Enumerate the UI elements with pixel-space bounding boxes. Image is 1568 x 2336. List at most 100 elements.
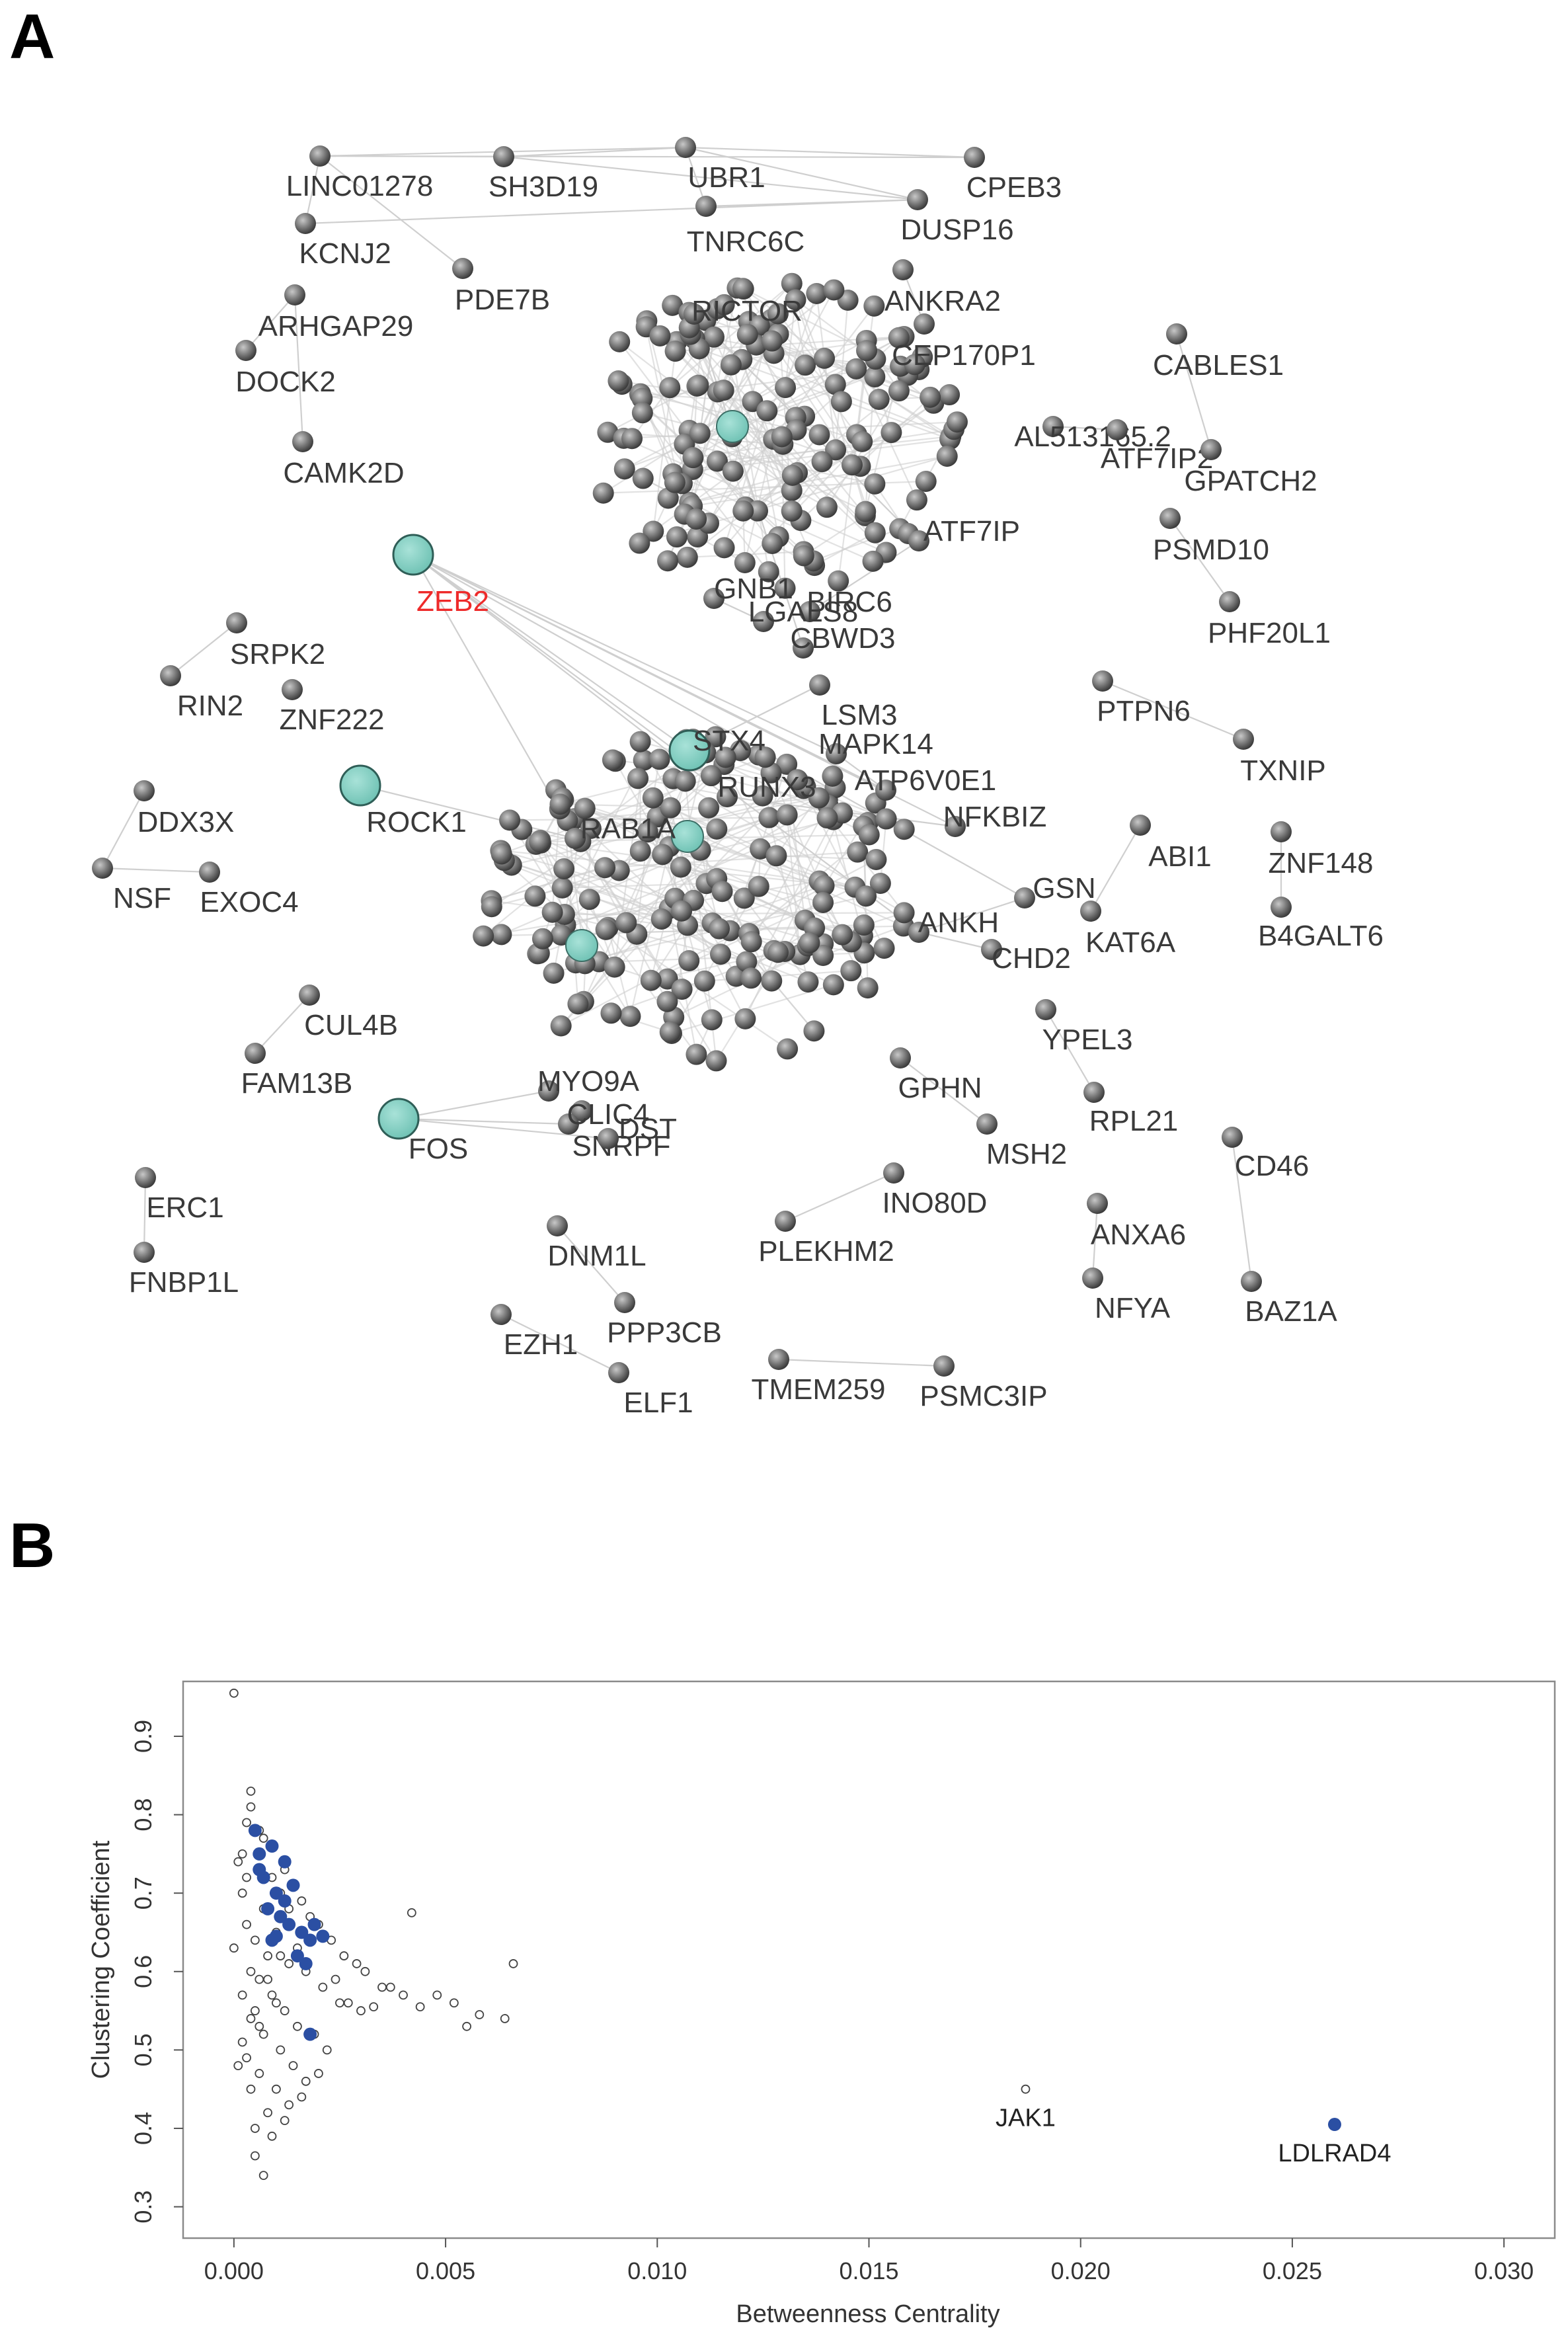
cluster-node-lower bbox=[567, 993, 589, 1015]
cluster-node-lower bbox=[711, 881, 733, 903]
cluster-node-lower bbox=[659, 1021, 681, 1043]
cluster-node-upper bbox=[706, 450, 728, 472]
node-rpl21: RPL21 bbox=[1083, 1082, 1178, 1137]
cluster-node-lower bbox=[531, 928, 553, 949]
node-label: ATP6V0E1 bbox=[855, 764, 996, 797]
cluster-node-lower bbox=[481, 896, 502, 918]
node-label: RICTOR bbox=[691, 295, 803, 327]
scatter-point bbox=[407, 1908, 416, 1917]
node-label: B4GALT6 bbox=[1258, 920, 1384, 952]
cluster-node-upper bbox=[666, 526, 687, 548]
node-gphn: GPHN bbox=[890, 1047, 982, 1104]
scatter-point-highlighted bbox=[278, 1894, 292, 1908]
cluster-node-upper bbox=[774, 577, 796, 599]
scatter-point bbox=[297, 1896, 307, 1906]
node-marker bbox=[1130, 815, 1151, 836]
scatter-point bbox=[263, 1974, 272, 1984]
scatter-point bbox=[360, 1966, 370, 1976]
cluster-node-upper bbox=[767, 303, 789, 325]
cluster-node-upper bbox=[841, 454, 863, 476]
node-cep170p1: CEP170P1 bbox=[892, 313, 1036, 372]
scatter-point bbox=[314, 2069, 323, 2078]
cluster-node-upper bbox=[864, 366, 886, 387]
cluster-node-upper bbox=[732, 500, 754, 522]
node-ptpn6: PTPN6 bbox=[1092, 670, 1191, 727]
scatter-point bbox=[263, 2108, 272, 2118]
cluster-node-upper bbox=[631, 402, 653, 424]
cluster-node-upper bbox=[793, 545, 814, 567]
node-lsm3: LSM3 bbox=[809, 674, 897, 731]
node-arhgap29: ARHGAP29 bbox=[258, 284, 413, 342]
node-marker bbox=[717, 786, 738, 807]
scatter-point bbox=[276, 1951, 286, 1960]
node-marker bbox=[890, 1047, 911, 1068]
node-marker bbox=[282, 679, 303, 700]
node-rab1a: RAB1A bbox=[565, 813, 676, 849]
network-graph: LINC01278 SH3D19 UBR1 CPEB3 DUSP16 TNRC6C KCNJ… bbox=[92, 137, 1384, 1419]
scatter-point bbox=[258, 2171, 268, 2181]
node-label: CPEB3 bbox=[966, 171, 1062, 204]
node-marker bbox=[135, 1167, 156, 1188]
edge-zeb2-gsn bbox=[412, 554, 1025, 899]
node-marker bbox=[775, 1211, 796, 1232]
node-marker-hub bbox=[668, 729, 711, 772]
cluster-node-lower bbox=[543, 962, 565, 984]
cluster-edge bbox=[672, 473, 873, 562]
cluster-node-lower bbox=[627, 768, 649, 789]
y-tick-label: 0.4 bbox=[130, 2112, 157, 2145]
cluster-node-lower bbox=[633, 749, 654, 771]
cluster-node-lower bbox=[865, 848, 887, 870]
cluster-node-upper bbox=[659, 377, 681, 399]
node-label: ELF1 bbox=[623, 1387, 693, 1419]
edge-rock1-rab1a bbox=[360, 784, 576, 840]
cluster-node-upper bbox=[687, 374, 709, 396]
node-marker bbox=[235, 340, 256, 361]
node-gpatch2: GPATCH2 bbox=[1184, 439, 1317, 497]
node-label: CD46 bbox=[1235, 1150, 1310, 1182]
node-marker bbox=[914, 313, 935, 335]
node-label: CHD2 bbox=[992, 942, 1071, 975]
cluster-node-upper bbox=[682, 447, 704, 469]
cluster-node-upper bbox=[845, 358, 867, 380]
point-label-jak1: JAK1 bbox=[996, 2105, 1056, 2132]
cluster-edge bbox=[723, 389, 876, 534]
node-ezh1: EZH1 bbox=[490, 1304, 578, 1361]
node-label: MSH2 bbox=[986, 1138, 1067, 1170]
node-clic4: CLIC4 bbox=[558, 1098, 649, 1135]
node-label: PHF20L1 bbox=[1208, 617, 1331, 649]
cluster-edge bbox=[539, 841, 855, 888]
edge-srpk2-rin2 bbox=[170, 622, 237, 676]
node-label: EXOC4 bbox=[200, 886, 298, 918]
cluster-node-upper bbox=[713, 380, 734, 401]
node-erc1: ERC1 bbox=[135, 1167, 224, 1224]
cluster-node-lower bbox=[529, 831, 551, 853]
point-label-ldlrad4: LDLRAD4 bbox=[1278, 2140, 1391, 2167]
cluster-edge bbox=[784, 300, 797, 388]
node-marker bbox=[684, 303, 705, 325]
node-pde7b: PDE7B bbox=[452, 258, 550, 316]
cluster-node-upper bbox=[713, 537, 735, 559]
cluster-node-lower bbox=[808, 787, 830, 809]
cluster-node-lower bbox=[776, 753, 798, 775]
node-marker bbox=[703, 588, 725, 609]
node-marker bbox=[1042, 416, 1064, 437]
edge-gphn-msh2 bbox=[900, 1057, 988, 1125]
node-cd46: CD46 bbox=[1222, 1127, 1309, 1182]
edge-linc01278-cpeb3 bbox=[319, 155, 975, 159]
scatter-point-highlighted bbox=[269, 1929, 283, 1943]
node-marker bbox=[945, 816, 966, 837]
node-marker bbox=[675, 137, 696, 158]
node-marker bbox=[1080, 901, 1101, 922]
scatter-point bbox=[399, 1990, 408, 2000]
scatter-point bbox=[271, 1998, 281, 2008]
x-tick-label: 0.030 bbox=[1474, 2257, 1534, 2284]
cluster-node-lower bbox=[777, 1038, 799, 1060]
cluster-node-upper bbox=[808, 424, 830, 446]
cluster-edge bbox=[697, 305, 875, 538]
node-marker-hub bbox=[339, 764, 381, 807]
node-label: ROCK1 bbox=[366, 806, 467, 838]
edge-dnm1l-ppp3cb bbox=[557, 1225, 625, 1303]
node-fnbp1l: FNBP1L bbox=[129, 1242, 239, 1299]
cluster-node-upper bbox=[806, 282, 828, 304]
cluster-node-lower bbox=[648, 748, 670, 770]
